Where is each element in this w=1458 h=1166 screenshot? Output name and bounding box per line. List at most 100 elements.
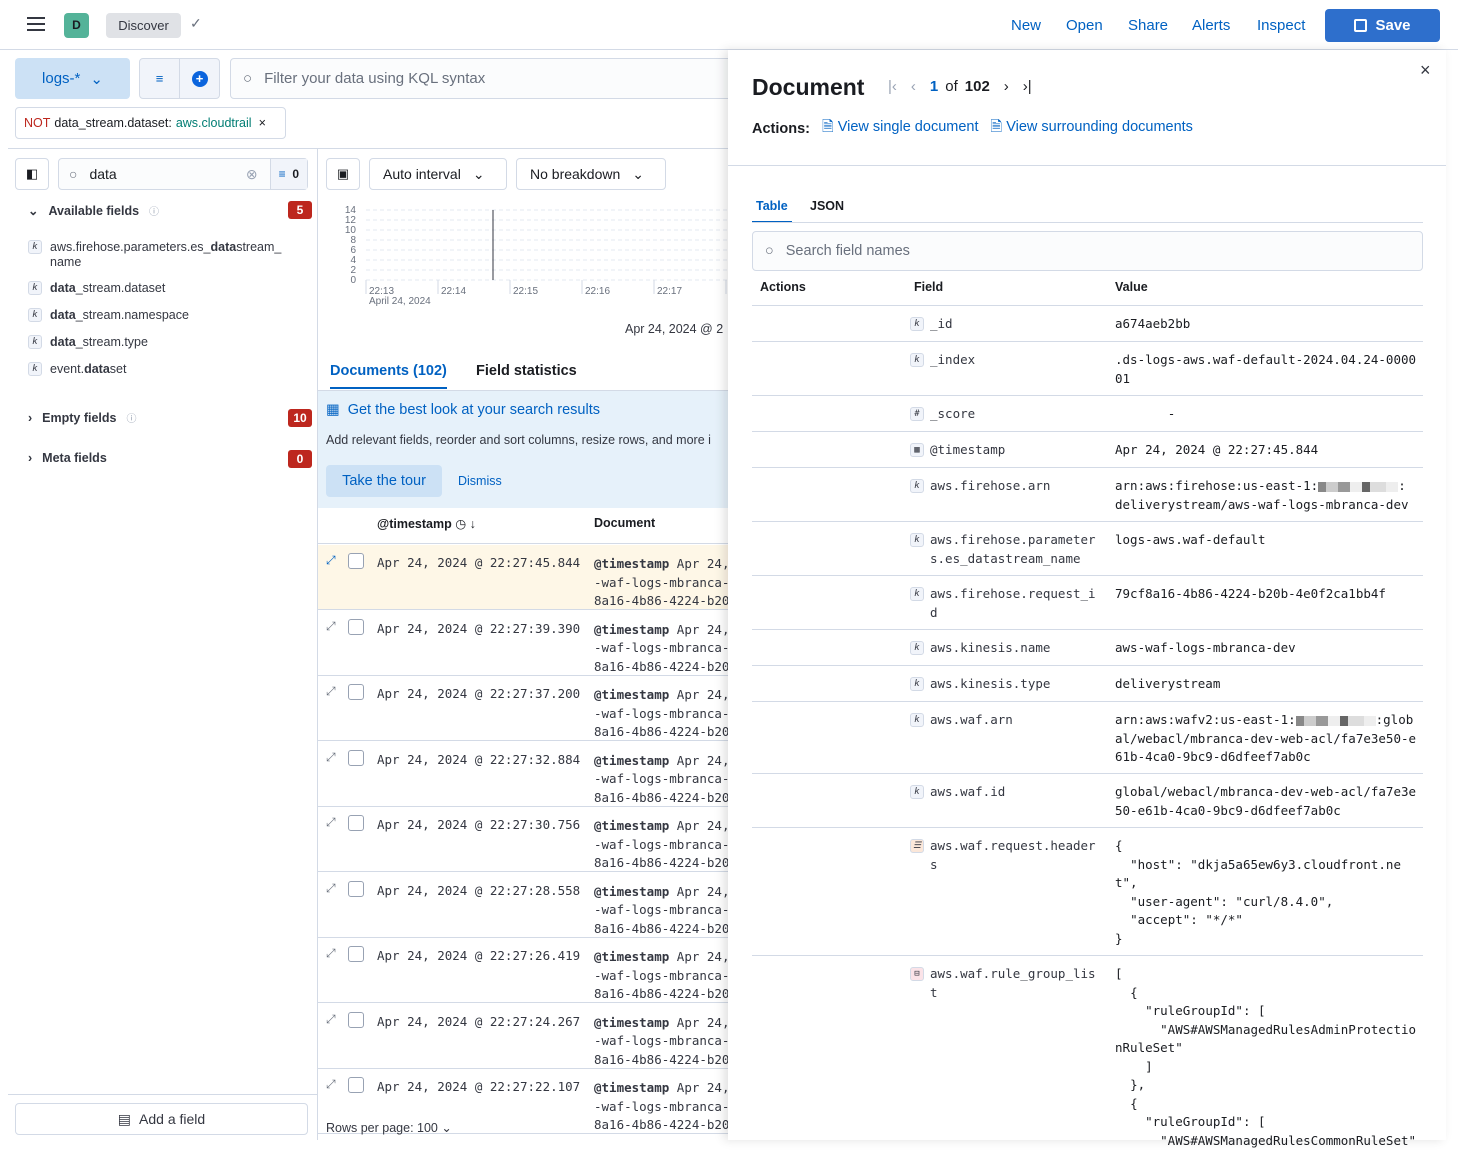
row-checkbox[interactable] bbox=[348, 946, 364, 962]
field-list-item[interactable]: k data_stream.dataset bbox=[28, 281, 288, 296]
plus-circle-icon: + bbox=[191, 70, 208, 87]
inspect-link[interactable]: Inspect bbox=[1257, 17, 1306, 34]
row-document: @timestamp Apr 24, -waf-logs-mbranca- 8a… bbox=[594, 752, 730, 805]
add-field-button[interactable]: ▤ Add a field bbox=[15, 1103, 308, 1135]
view-single-document-link[interactable]: 🗎 View single document bbox=[822, 119, 979, 135]
field-value: 79cf8a16-4b86-4224-b20b-4e0f2ca1bb4f bbox=[1115, 586, 1386, 601]
table-row[interactable]: ⤢ Apr 24, 2024 @ 22:27:39.390 @timestamp A… bbox=[318, 611, 729, 676]
available-fields-toggle[interactable]: ⌄ Available fields ⓘ bbox=[28, 203, 160, 219]
field-list-item[interactable]: k data_stream.type bbox=[28, 335, 288, 350]
table-row[interactable]: ⤢ Apr 24, 2024 @ 22:27:45.844 @timestamp A… bbox=[318, 545, 729, 610]
document-column-header[interactable]: Document bbox=[594, 516, 656, 530]
save-button[interactable]: Save bbox=[1325, 9, 1440, 42]
row-document: @timestamp Apr 24, -waf-logs-mbranca- 8a… bbox=[594, 949, 730, 1001]
expand-icon[interactable]: ⤢ bbox=[326, 1077, 336, 1091]
expand-icon[interactable]: ⤢ bbox=[326, 880, 336, 895]
toggle-histogram-button[interactable]: ▣ bbox=[326, 158, 360, 190]
new-link[interactable]: New bbox=[1011, 17, 1042, 34]
open-link[interactable]: Open bbox=[1066, 17, 1103, 34]
filter-menu-button[interactable]: ≡ bbox=[139, 58, 180, 99]
row-checkbox[interactable] bbox=[348, 880, 364, 897]
expand-icon[interactable]: ⤢ bbox=[326, 749, 336, 764]
field-value: a674aeb2bb bbox=[1115, 316, 1191, 331]
table-row[interactable]: ⤢ Apr 24, 2024 @ 22:27:37.200 @timestamp A… bbox=[318, 676, 730, 741]
remove-filter-icon[interactable]: × bbox=[258, 116, 266, 130]
keyword-type-icon: k bbox=[910, 587, 924, 601]
last-page-icon[interactable]: ›| bbox=[1022, 78, 1032, 95]
keyword-type-icon: k bbox=[28, 308, 42, 322]
alerts-link[interactable]: Alerts bbox=[1192, 17, 1231, 34]
table-row[interactable]: ⤢ Apr 24, 2024 @ 22:27:28.558 @timestamp A… bbox=[318, 873, 729, 938]
y-tick-label: 14 bbox=[345, 205, 357, 216]
filter-pill[interactable]: NOT data_stream.dataset: aws.cloudtrail × bbox=[15, 107, 286, 139]
expand-icon[interactable]: ⤢ bbox=[326, 684, 336, 698]
row-checkbox[interactable] bbox=[348, 1011, 364, 1028]
number-type-icon: # bbox=[910, 407, 924, 421]
expand-icon[interactable]: ⤢ bbox=[326, 553, 336, 567]
data-view-picker[interactable]: logs-* ⌄ bbox=[15, 58, 130, 99]
table-row[interactable]: ⤢ Apr 24, 2024 @ 22:27:32.884 @timestamp A… bbox=[318, 742, 730, 807]
collapse-sidebar-button[interactable]: ◧ bbox=[15, 158, 49, 190]
expand-icon[interactable]: ⤢ bbox=[326, 1011, 336, 1026]
row-checkbox[interactable] bbox=[348, 553, 364, 569]
breakdown-select[interactable]: No breakdown ⌄ bbox=[516, 158, 666, 190]
add-filter-button[interactable]: + bbox=[179, 58, 220, 99]
space-avatar[interactable]: D bbox=[64, 13, 89, 38]
table-row[interactable]: ⤢ Apr 24, 2024 @ 22:27:26.419 @timestamp A… bbox=[318, 938, 730, 1003]
close-icon[interactable]: × bbox=[1420, 60, 1431, 80]
row-document: @timestamp Apr 24, -waf-logs-mbranca- 8a… bbox=[594, 687, 730, 739]
sort-desc-icon[interactable]: ↓ bbox=[469, 517, 476, 531]
row-checkbox[interactable] bbox=[348, 1077, 364, 1093]
expand-icon[interactable]: ⤢ bbox=[326, 815, 336, 829]
field-name: aws.firehose.parameters.es_datastream_na… bbox=[930, 532, 1096, 566]
dismiss-button[interactable]: Dismiss bbox=[458, 474, 502, 488]
prev-page-icon[interactable]: ‹ bbox=[910, 78, 916, 95]
row-timestamp: Apr 24, 2024 @ 22:27:30.756 bbox=[377, 817, 581, 832]
field-row: k aws.kinesis.type deliverystream bbox=[752, 666, 1423, 702]
field-name-search-input[interactable]: ○ Search field names bbox=[752, 231, 1423, 271]
share-link[interactable]: Share bbox=[1128, 17, 1169, 34]
row-checkbox[interactable] bbox=[348, 684, 364, 700]
take-tour-button[interactable]: Take the tour bbox=[326, 465, 442, 497]
tab-documents[interactable]: Documents (102) bbox=[330, 363, 447, 389]
next-page-icon[interactable]: › bbox=[1003, 78, 1009, 95]
meta-fields-toggle[interactable]: › Meta fields bbox=[28, 451, 107, 465]
field-list-item[interactable]: k aws.firehose.parameters.es_datastream_n… bbox=[28, 240, 288, 270]
tab-table[interactable]: Table bbox=[752, 199, 792, 223]
field-filter-button[interactable]: ≡ 0 bbox=[269, 159, 307, 189]
clear-icon[interactable]: ⊗ bbox=[245, 165, 258, 182]
row-checkbox[interactable] bbox=[348, 749, 364, 766]
histogram-chart[interactable]: 1412108642022:1322:1422:1522:1622:1722:1… bbox=[326, 202, 728, 312]
field-value: { "host": "dkja5a65ew6y3.cloudfront.net"… bbox=[1115, 838, 1401, 946]
table-row[interactable]: ⤢ Apr 24, 2024 @ 22:27:24.267 @timestamp A… bbox=[318, 1004, 729, 1069]
rows-per-page-select[interactable]: Rows per page: 100 ⌄ bbox=[326, 1121, 452, 1135]
app-breadcrumb[interactable]: Discover bbox=[106, 13, 181, 38]
grid-header: @timestamp ◷ ↓ Document bbox=[318, 508, 728, 544]
field-list-item[interactable]: k event.dataset bbox=[28, 362, 288, 377]
field-search-input[interactable]: ○ data ⊗ ≡ 0 bbox=[58, 158, 308, 190]
x-tick-label: 22:14 bbox=[441, 286, 466, 297]
interval-select[interactable]: Auto interval ⌄ bbox=[369, 158, 507, 190]
timestamp-column-header[interactable]: @timestamp ◷ ↓ bbox=[377, 517, 476, 531]
search-icon: ○ bbox=[243, 70, 253, 87]
empty-fields-toggle[interactable]: › Empty fields ⓘ bbox=[28, 410, 137, 426]
expand-icon[interactable]: ⤢ bbox=[326, 946, 336, 960]
tab-field-statistics[interactable]: Field statistics bbox=[476, 363, 577, 379]
flattened-type-icon: ☰ bbox=[910, 839, 924, 853]
row-checkbox[interactable] bbox=[348, 815, 364, 831]
chevron-down-icon: ⌄ bbox=[28, 204, 39, 218]
y-tick-label: 4 bbox=[350, 255, 356, 266]
x-tick-label: 22:13 bbox=[369, 286, 394, 297]
view-surrounding-documents-link[interactable]: 🗎 View surrounding documents bbox=[990, 119, 1193, 135]
expand-icon[interactable]: ⤢ bbox=[326, 618, 336, 633]
field-list-item[interactable]: k data_stream.namespace bbox=[28, 308, 288, 323]
table-row[interactable]: ⤢ Apr 24, 2024 @ 22:27:30.756 @timestamp A… bbox=[318, 807, 729, 872]
row-checkbox[interactable] bbox=[348, 618, 364, 635]
kql-search-input[interactable]: ○ Filter your data using KQL syntax bbox=[230, 58, 728, 99]
tab-json[interactable]: JSON bbox=[810, 199, 845, 213]
table-row[interactable]: ⤢ Apr 24, 2024 @ 22:27:22.107 @timestamp A… bbox=[318, 1069, 729, 1134]
field-row: ⊟ aws.waf.rule_group_list [ { "ruleGroupId… bbox=[752, 956, 1423, 1156]
first-page-icon[interactable]: |‹ bbox=[888, 78, 897, 95]
menu-icon[interactable] bbox=[27, 17, 45, 31]
row-timestamp: Apr 24, 2024 @ 22:27:22.107 bbox=[377, 1079, 581, 1094]
